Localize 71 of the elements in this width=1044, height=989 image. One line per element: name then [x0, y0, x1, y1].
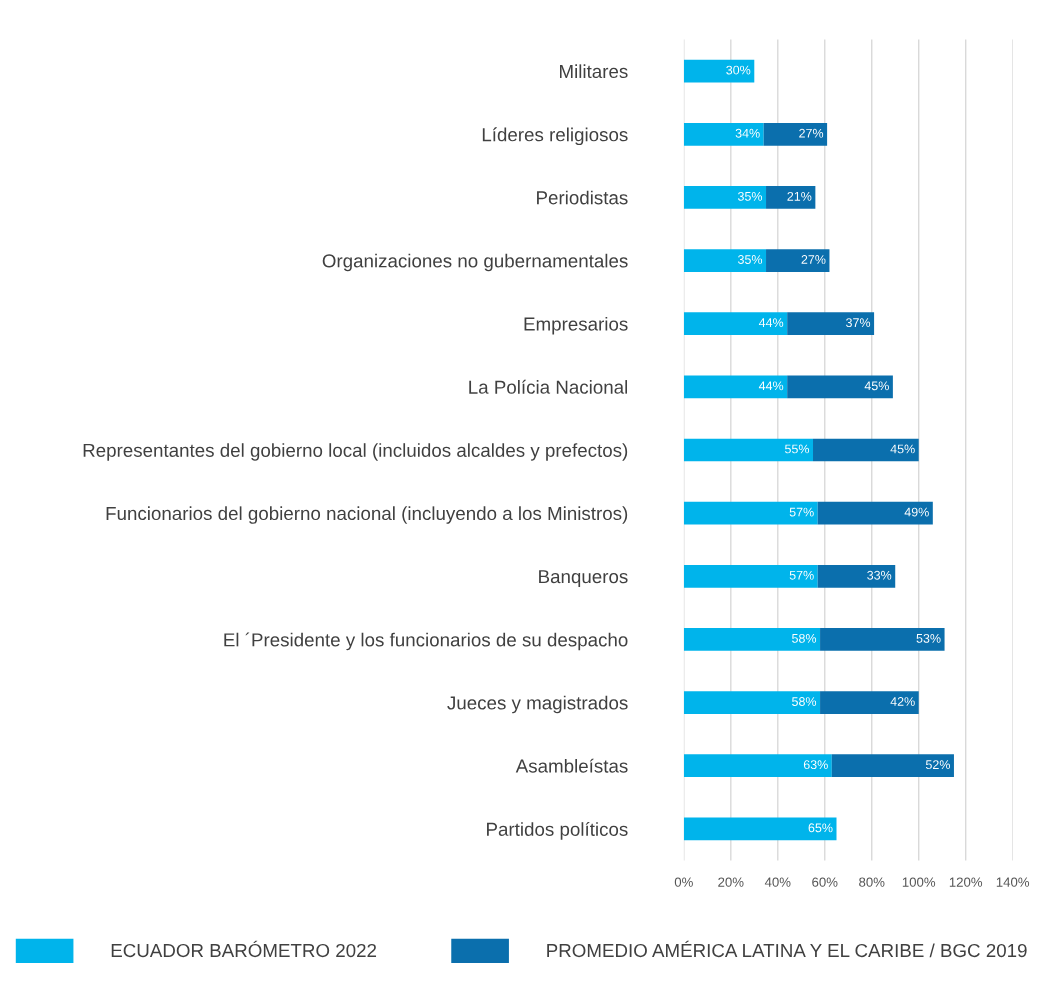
text: 27% [801, 255, 826, 264]
bar [683, 186, 767, 209]
x-tick-label: 40% [764, 877, 791, 887]
text: 55% [784, 444, 810, 454]
text: 49% [904, 507, 929, 517]
y-tick-label: Organizaciones no gubernamentales [322, 253, 628, 272]
y-tick-label: La Polícia Nacional [469, 379, 628, 394]
bar [683, 817, 837, 841]
bar [787, 312, 875, 336]
text: 30% [726, 65, 751, 75]
bar [683, 501, 818, 525]
bar [763, 122, 828, 146]
text: 57% [789, 507, 814, 517]
bar [683, 564, 818, 588]
y-tick-label: Empresarios [524, 316, 628, 335]
text: 35% [737, 255, 763, 264]
bar [820, 628, 945, 651]
text: 35% [737, 191, 763, 201]
bar [766, 249, 830, 272]
text: 45% [890, 444, 915, 454]
y-tick-label: Partidos políticos [487, 821, 628, 840]
bar [817, 501, 933, 525]
bar [787, 375, 893, 399]
x-tick-label: 80% [859, 877, 885, 887]
x-tick-label: 60% [812, 877, 838, 887]
bar [683, 312, 788, 336]
text: 44% [758, 318, 784, 328]
bar [683, 691, 821, 714]
bar [817, 564, 896, 588]
text: 57% [789, 570, 814, 580]
bar [683, 754, 832, 778]
text: 33% [867, 570, 892, 580]
bar [683, 122, 764, 146]
bar [683, 375, 788, 399]
y-tick-label: Jueces y magistrados [447, 695, 628, 714]
y-tick-label: Periodistas [537, 190, 628, 205]
bar [820, 691, 919, 714]
bar [683, 59, 755, 83]
bar [683, 438, 814, 462]
bar [766, 186, 816, 209]
text: 44% [758, 381, 784, 391]
bar [813, 438, 919, 462]
text: 27% [799, 128, 824, 138]
x-tick-label: 140% [996, 877, 1030, 887]
bar [683, 628, 821, 651]
y-tick-label: Banqueros [539, 570, 628, 587]
x-tick-label: 0% [674, 877, 693, 887]
y-tick-label: Funcionarios del gobierno nacional (incluyendo a los Ministros) [106, 506, 628, 524]
y-tick-label: Militares [560, 64, 628, 79]
y-tick-label: Representantes del gobierno local (incluidos alcaldes y prefectos) [83, 443, 628, 461]
bar [831, 754, 954, 778]
text: 58% [792, 697, 817, 706]
y-tick-label: Asambleístas [515, 758, 628, 773]
text: 37% [846, 318, 871, 328]
y-tick-label: Líderes religiosos [482, 127, 628, 146]
text: 42% [890, 697, 915, 706]
text: 52% [925, 760, 950, 770]
legend-label: ECUADOR BARÓMETRO 2022 [111, 940, 377, 958]
text: 34% [735, 128, 760, 138]
text: 53% [916, 633, 941, 643]
text: 63% [803, 760, 828, 770]
legend-label: PROMEDIO AMÉRICA LATINA Y EL CARIBE / BGC 2019 [547, 940, 1027, 958]
text: 58% [792, 633, 817, 643]
bar [683, 249, 767, 272]
x-tick-label: 100% [902, 877, 936, 887]
y-tick-label: El ´Presidente y los funcionarios de su despacho [224, 632, 628, 651]
text: 45% [864, 381, 889, 391]
x-tick-label: 120% [949, 877, 983, 887]
x-tick-label: 20% [718, 877, 744, 887]
text: 65% [808, 823, 833, 833]
text: 21% [787, 191, 812, 201]
